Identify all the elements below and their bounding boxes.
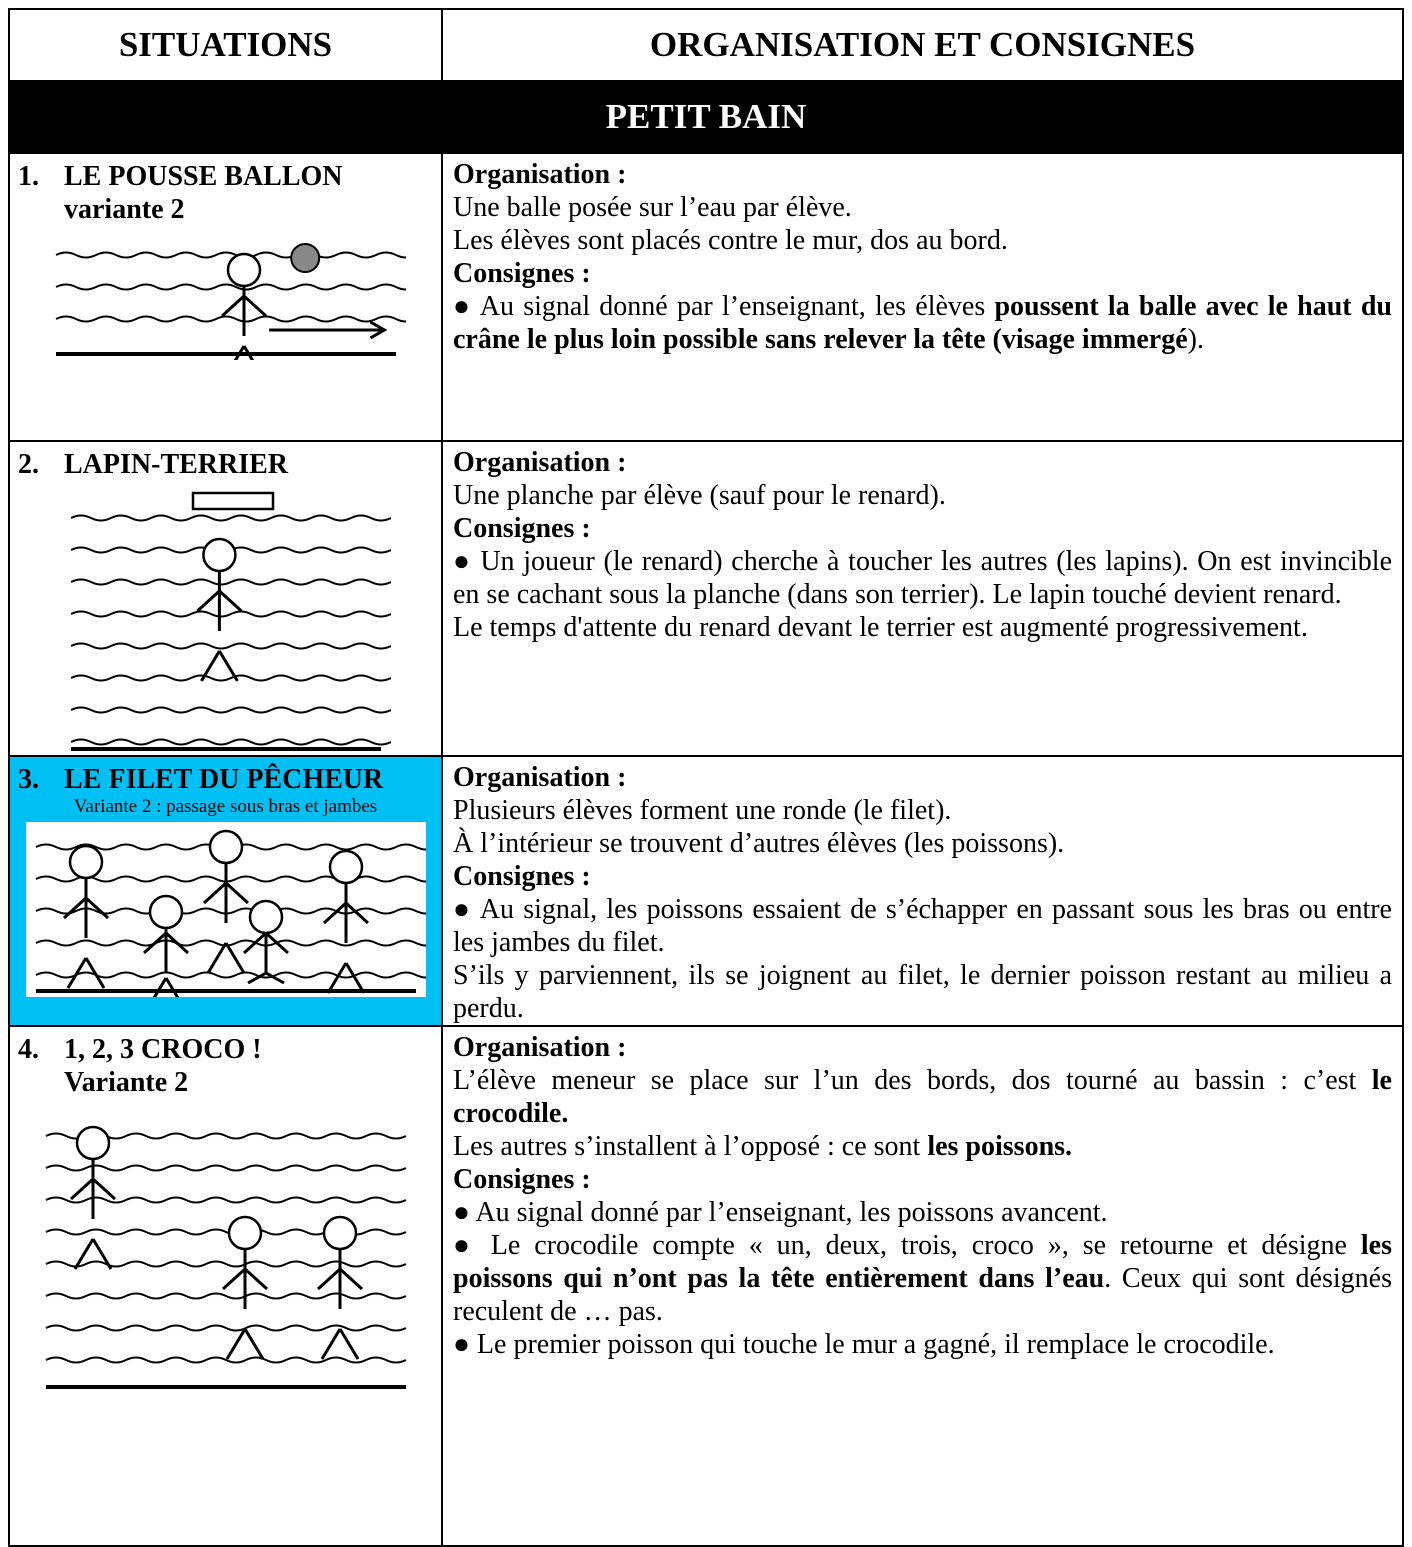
paragraph: ● Au signal, les poissons essaient de s’… xyxy=(453,893,1392,959)
situation-variant: variante 2 xyxy=(64,194,185,225)
text-run: ). xyxy=(1187,324,1204,355)
organisation-label: Organisation : xyxy=(453,447,627,478)
bold-text: les poissons. xyxy=(927,1131,1073,1162)
illustration xyxy=(25,822,426,997)
situation-title: 3. LE FILET DU PÊCHEUR xyxy=(18,763,433,796)
text-run: Une planche par élève (sauf pour le rena… xyxy=(453,480,946,511)
activity-table: SITUATIONS ORGANISATION ET CONSIGNES PET… xyxy=(8,8,1404,1547)
consignes-label: Consignes : xyxy=(453,1164,591,1195)
situation-title: 2. LAPIN-TERRIER xyxy=(18,448,433,481)
illustration xyxy=(60,485,391,755)
situation-cell: 1. LE POUSSE BALLON variante 2 xyxy=(8,152,443,442)
consignes-label: Consignes : xyxy=(453,258,591,289)
paragraph: ● Le crocodile compte « un, deux, trois,… xyxy=(453,1229,1392,1328)
organisation-label: Organisation : xyxy=(453,159,627,190)
situation-name: LE POUSSE BALLON xyxy=(64,161,343,192)
situation-variant: Variante 2 xyxy=(64,1067,189,1098)
organisation-label: Organisation : xyxy=(453,762,627,793)
illustration xyxy=(45,230,406,360)
paragraph: Une planche par élève (sauf pour le rena… xyxy=(453,479,1392,512)
situation-number: 3. xyxy=(18,764,39,795)
text-run: Les élèves sont placés contre le mur, do… xyxy=(453,225,1008,256)
organisation-label: Organisation : xyxy=(453,1032,627,1063)
paragraph: Plusieurs élèves forment une ronde (le f… xyxy=(453,794,1392,827)
instructions-cell: Organisation : Une planche par élève (sau… xyxy=(441,440,1404,757)
text-run: ● Au signal donné par l’enseignant, les … xyxy=(453,1197,1108,1228)
situation-cell: 2. LAPIN-TERRIER xyxy=(8,440,443,757)
paragraph: Les autres s’installent à l’opposé : ce … xyxy=(453,1130,1392,1163)
situation-number: 4. xyxy=(18,1034,39,1065)
paragraph: Les élèves sont placés contre le mur, do… xyxy=(453,224,1392,257)
paragraph: ● Un joueur (le renard) cherche à touche… xyxy=(453,545,1392,611)
activity-row: 3. LE FILET DU PÊCHEUR Variante 2 : passag… xyxy=(8,755,1404,1027)
text-run: L’élève meneur se place sur l’un des bor… xyxy=(453,1065,1372,1096)
text-run: Plusieurs élèves forment une ronde (le f… xyxy=(453,795,952,826)
paragraph: À l’intérieur se trouvent d’autres élève… xyxy=(453,827,1392,860)
text-run: ● Un joueur (le renard) cherche à touche… xyxy=(453,546,1392,610)
paragraph: Le temps d'attente du renard devant le t… xyxy=(453,611,1392,644)
header-row: SITUATIONS ORGANISATION ET CONSIGNES xyxy=(8,8,1404,82)
consignes-label: Consignes : xyxy=(453,861,591,892)
situation-cell: 4. 1, 2, 3 CROCO ! Variante 2 xyxy=(8,1025,443,1547)
text-run: S’ils y parviennent, ils se joignent au … xyxy=(453,960,1392,1024)
paragraph: Une balle posée sur l’eau par élève. xyxy=(453,191,1392,224)
text-run: Une balle posée sur l’eau par élève. xyxy=(453,192,852,223)
text-run: Le temps d'attente du renard devant le t… xyxy=(453,612,1308,643)
paragraph: ● Au signal donné par l’enseignant, les … xyxy=(453,290,1392,356)
situation-variant: Variante 2 : passage sous bras et jambes xyxy=(73,796,378,817)
activity-row: 2. LAPIN-TERRIER Organisation : Une planche… xyxy=(8,440,1404,757)
text-run: ● Au signal donné par l’enseignant, les … xyxy=(453,291,995,322)
instructions-cell: Organisation : L’élève meneur se place su… xyxy=(441,1025,1404,1547)
paragraph: ● Le premier poisson qui touche le mur a… xyxy=(453,1328,1392,1361)
bold-text: poussent la balle avec le haut du crâne … xyxy=(453,291,1392,355)
situation-cell: 3. LE FILET DU PÊCHEUR Variante 2 : passag… xyxy=(8,755,443,1027)
text-run: Les autres s’installent à l’opposé : ce … xyxy=(453,1131,928,1162)
activity-row: 1. LE POUSSE BALLON variante 2 Organisation… xyxy=(8,152,1404,442)
situation-number: 2. xyxy=(18,449,39,480)
instructions-cell: Organisation : Plusieurs élèves forment u… xyxy=(441,755,1404,1027)
activity-row: 4. 1, 2, 3 CROCO ! Variante 2 Organisation … xyxy=(8,1025,1404,1547)
situation-name: LAPIN-TERRIER xyxy=(64,449,289,480)
bold-text: le crocodile. xyxy=(453,1065,1392,1129)
instructions-cell: Organisation : Une balle posée sur l’eau … xyxy=(441,152,1404,442)
situation-title: 4. 1, 2, 3 CROCO ! xyxy=(18,1033,433,1066)
text-run: . Ceux qui sont désignés reculent de … p… xyxy=(453,1263,1392,1327)
situation-name: 1, 2, 3 CROCO ! xyxy=(64,1034,262,1065)
situation-number: 1. xyxy=(18,161,39,192)
page: SITUATIONS ORGANISATION ET CONSIGNES PET… xyxy=(8,8,1404,1547)
paragraph: ● Au signal donné par l’enseignant, les … xyxy=(453,1196,1392,1229)
situation-title: 1. LE POUSSE BALLON xyxy=(18,160,433,193)
header-cell: ORGANISATION ET CONSIGNES xyxy=(441,8,1404,82)
situation-name: LE FILET DU PÊCHEUR xyxy=(64,764,384,795)
header-cell: SITUATIONS xyxy=(8,8,443,82)
text-run: ● Le crocodile compte « un, deux, trois,… xyxy=(453,1230,1361,1261)
text-run: À l’intérieur se trouvent d’autres élève… xyxy=(453,828,1065,859)
section-row: PETIT BAIN xyxy=(8,80,1404,154)
paragraph: L’élève meneur se place sur l’un des bor… xyxy=(453,1064,1392,1130)
text-run: ● Au signal, les poissons essaient de s’… xyxy=(453,894,1392,958)
bold-text: les poissons qui n’ont pas la tête entiè… xyxy=(453,1230,1392,1294)
text-run: ● Le premier poisson qui touche le mur a… xyxy=(453,1329,1275,1360)
consignes-label: Consignes : xyxy=(453,513,591,544)
paragraph: S’ils y parviennent, ils se joignent au … xyxy=(453,959,1392,1025)
illustration xyxy=(35,1103,416,1393)
